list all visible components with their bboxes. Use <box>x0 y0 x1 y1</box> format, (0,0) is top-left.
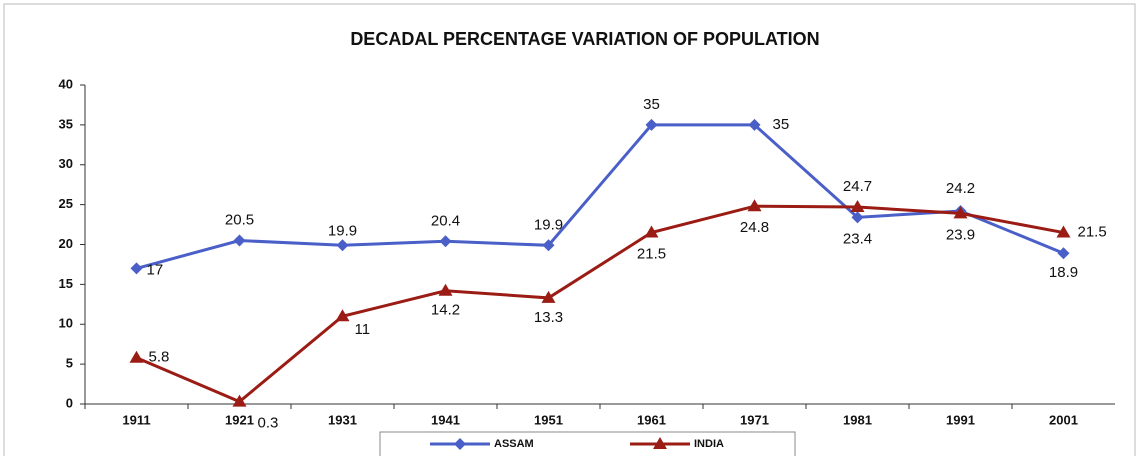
data-label: 17 <box>147 261 164 278</box>
y-tick-label: 25 <box>59 196 73 211</box>
x-tick-label: 1921 <box>225 412 254 427</box>
point <box>747 199 762 212</box>
data-label: 11 <box>355 321 371 338</box>
data-label: 21.5 <box>637 246 666 263</box>
point <box>541 290 556 303</box>
y-tick-label: 40 <box>59 76 73 91</box>
x-tick-label: 1951 <box>534 412 563 427</box>
x-tick-label: 1991 <box>946 412 975 427</box>
point <box>130 262 143 275</box>
y-tick-label: 20 <box>59 236 73 251</box>
legend-label: INDIA <box>694 438 724 450</box>
x-tick-label: 1961 <box>637 412 666 427</box>
data-label: 35 <box>643 96 660 113</box>
legend-marker <box>454 438 466 450</box>
x-tick-label: 1971 <box>740 412 769 427</box>
point <box>1057 247 1070 260</box>
series-line <box>136 123 1065 270</box>
chart-title: DECADAL PERCENTAGE VARIATION OF POPULATI… <box>350 29 819 49</box>
point <box>336 239 349 252</box>
legend-marker <box>653 437 667 449</box>
data-label: 18.9 <box>1049 264 1078 281</box>
point <box>335 309 350 322</box>
data-label: 24.2 <box>946 180 975 197</box>
data-label: 20.4 <box>431 212 460 229</box>
data-label: 23.4 <box>843 230 872 247</box>
data-label: 23.9 <box>946 226 975 243</box>
point <box>439 235 452 248</box>
point <box>438 283 453 296</box>
y-tick-label: 15 <box>59 276 73 291</box>
chart-border <box>3 3 1136 456</box>
data-label: 21.5 <box>1078 224 1107 241</box>
data-label: 20.5 <box>225 211 254 228</box>
point <box>645 118 658 131</box>
data-label: 13.3 <box>534 309 563 326</box>
series-line <box>135 204 1064 404</box>
point <box>232 394 247 407</box>
point <box>542 239 555 252</box>
data-label: 14.2 <box>431 302 460 319</box>
point <box>644 225 659 238</box>
point <box>233 234 246 247</box>
x-tick-label: 1911 <box>122 412 150 427</box>
point <box>748 118 761 131</box>
point <box>953 206 968 219</box>
x-tick-label: 1931 <box>328 412 357 427</box>
point <box>850 200 865 213</box>
y-tick-label: 0 <box>66 395 73 410</box>
data-label: 5.8 <box>149 349 170 366</box>
data-label: 24.8 <box>740 219 769 236</box>
y-tick-label: 5 <box>66 356 73 371</box>
y-tick-label: 10 <box>59 316 73 331</box>
x-tick-label: 1981 <box>843 412 872 427</box>
legend-label: ASSAM <box>494 438 534 450</box>
data-label: 19.9 <box>328 222 357 239</box>
y-tick-label: 30 <box>59 156 73 171</box>
point <box>851 211 864 224</box>
data-label: 35 <box>773 116 790 133</box>
data-label: 19.9 <box>534 216 563 233</box>
x-tick-label: 1941 <box>431 412 460 427</box>
point <box>129 350 144 363</box>
y-tick-label: 35 <box>59 116 73 131</box>
data-label: 0.3 <box>258 415 279 432</box>
point <box>1056 225 1071 238</box>
x-tick-label: 2001 <box>1049 412 1078 427</box>
data-label: 24.7 <box>843 178 872 195</box>
